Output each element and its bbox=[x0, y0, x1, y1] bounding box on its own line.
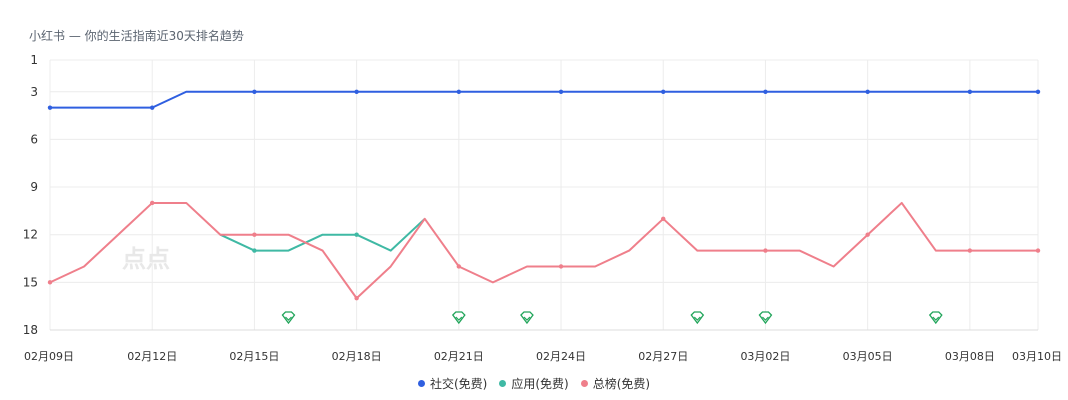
point-social-0305[interactable] bbox=[865, 89, 870, 94]
legend-item-social[interactable]: 社交(免费) bbox=[417, 375, 488, 392]
x-tick-label-0221: 02月21日 bbox=[434, 350, 484, 363]
y-tick-label-1: 1 bbox=[30, 53, 38, 67]
x-tick-label-0302: 03月02日 bbox=[740, 350, 790, 363]
y-tick-label-15: 15 bbox=[23, 275, 38, 289]
point-social-0224[interactable] bbox=[558, 89, 564, 94]
chart-title: 小红书 — 你的生活指南近30天排名趋势 bbox=[29, 29, 244, 43]
event-marker-0302[interactable] bbox=[758, 311, 773, 325]
legend-item-overall[interactable]: 总榜(免费) bbox=[580, 375, 651, 392]
event-marker-0216[interactable] bbox=[281, 311, 296, 325]
event-marker-0223[interactable] bbox=[520, 311, 534, 325]
legend-label-overall: 总榜(免费) bbox=[592, 377, 651, 391]
event-marker-0228[interactable] bbox=[690, 311, 705, 325]
legend: 社交(免费) 应用(免费) 总榜(免费) bbox=[0, 375, 1068, 392]
legend-dot-icon bbox=[417, 380, 425, 387]
point-overall-0308[interactable] bbox=[967, 248, 973, 253]
legend-item-app[interactable]: 应用(免费) bbox=[499, 375, 569, 392]
x-tick-label-0218: 02月18日 bbox=[332, 350, 382, 363]
y-tick-label-18: 18 bbox=[23, 323, 38, 337]
x-tick-label-0215: 02月15日 bbox=[229, 350, 279, 363]
x-tick-label-0224: 02月24日 bbox=[536, 350, 586, 363]
legend-dot-icon bbox=[499, 380, 507, 387]
y-tick-label-6: 6 bbox=[30, 132, 38, 146]
x-tick-label-0305: 03月05日 bbox=[843, 350, 893, 363]
x-tick-label-0209: 02月09日 bbox=[24, 350, 74, 363]
point-app-0218[interactable] bbox=[354, 232, 359, 237]
event-marker-0221[interactable] bbox=[451, 311, 466, 325]
point-overall-0302[interactable] bbox=[763, 248, 768, 253]
series-line-social bbox=[50, 90, 1038, 109]
point-social-0209[interactable] bbox=[47, 105, 53, 110]
point-overall-0227[interactable] bbox=[661, 216, 666, 222]
legend-label-app: 应用(免费) bbox=[511, 377, 569, 391]
x-tick-label-0227: 02月27日 bbox=[638, 350, 688, 363]
point-overall-0215[interactable] bbox=[252, 232, 257, 237]
point-overall-0209[interactable] bbox=[47, 280, 53, 285]
point-social-0212[interactable] bbox=[150, 105, 155, 110]
watermark: 点点 bbox=[122, 245, 170, 273]
y-tick-label-9: 9 bbox=[30, 180, 38, 194]
point-overall-0221[interactable] bbox=[456, 264, 462, 269]
point-social-0302[interactable] bbox=[763, 89, 768, 94]
x-tick-label-0308: 03月08日 bbox=[945, 350, 995, 363]
point-overall-0218[interactable] bbox=[354, 296, 359, 301]
x-tick-label-0212: 02月12日 bbox=[127, 350, 177, 363]
point-social-0227[interactable] bbox=[661, 89, 666, 94]
point-social-0215[interactable] bbox=[252, 89, 257, 94]
legend-dot-icon bbox=[580, 380, 588, 387]
y-tick-label-12: 12 bbox=[23, 228, 38, 242]
series-app bbox=[219, 218, 426, 253]
point-overall-0305[interactable] bbox=[865, 232, 870, 237]
point-social-0310[interactable] bbox=[1035, 89, 1041, 94]
rank-trend-chart: 点点 1 3 6 9 12 15 18 02月09日 02月12日 02月15日 02月18日 02月… bbox=[23, 53, 1062, 363]
legend-label-social: 社交(免费) bbox=[429, 377, 488, 391]
point-app-0215[interactable] bbox=[252, 248, 257, 253]
series-social bbox=[47, 89, 1041, 110]
y-tick-label-3: 3 bbox=[30, 85, 38, 99]
point-overall-0212[interactable] bbox=[150, 200, 155, 206]
point-social-0308[interactable] bbox=[967, 89, 973, 94]
series-line-overall bbox=[49, 201, 1038, 300]
point-overall-0224[interactable] bbox=[558, 264, 564, 269]
series-overall bbox=[47, 200, 1041, 301]
event-marker-0307[interactable] bbox=[928, 311, 943, 325]
point-social-0218[interactable] bbox=[354, 89, 359, 94]
x-tick-label-0310: 03月10日 bbox=[1012, 350, 1062, 363]
point-overall-0310[interactable] bbox=[1035, 248, 1041, 253]
point-social-0221[interactable] bbox=[456, 89, 462, 94]
